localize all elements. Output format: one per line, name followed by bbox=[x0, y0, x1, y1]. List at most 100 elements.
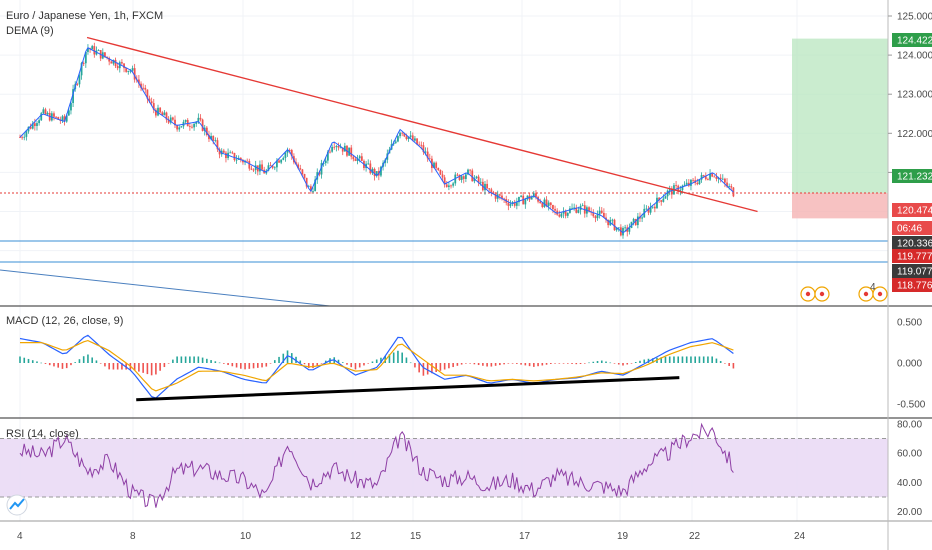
price-tag-bg bbox=[892, 221, 932, 235]
candle-body bbox=[435, 162, 438, 168]
macd-hist-bar bbox=[269, 363, 272, 364]
position-stop-zone[interactable] bbox=[792, 192, 888, 219]
macd-hist-bar bbox=[660, 357, 663, 363]
macd-hist-bar bbox=[439, 363, 442, 371]
candle-body bbox=[575, 207, 578, 213]
candle-body bbox=[97, 50, 100, 51]
macd-hist-bar bbox=[702, 356, 705, 363]
candle-body bbox=[57, 117, 60, 120]
macd-hist-bar bbox=[566, 363, 569, 364]
event-icons[interactable]: 4 bbox=[800, 282, 888, 302]
candle-body bbox=[333, 146, 336, 148]
candle-body bbox=[541, 203, 544, 207]
macd-hist-bar bbox=[78, 359, 81, 363]
macd-hist-bar bbox=[690, 356, 692, 363]
macd-hist-bar bbox=[278, 356, 280, 363]
trendline[interactable] bbox=[86, 36, 758, 213]
candle-body bbox=[452, 183, 455, 186]
price-pane[interactable]: Euro / Japanese Yen, 1h, FXCM DEMA (9) 4 bbox=[0, 10, 888, 307]
candle-body bbox=[437, 167, 440, 171]
candle-body bbox=[494, 193, 497, 199]
macd-hist-bar bbox=[605, 361, 607, 363]
candle-body bbox=[653, 206, 656, 209]
candle-body bbox=[458, 174, 461, 181]
candle-body bbox=[118, 62, 121, 69]
macd-hist-bar bbox=[575, 363, 578, 365]
candle-body bbox=[433, 162, 435, 169]
macd-hist-bar bbox=[715, 358, 718, 363]
macd-hist-bar bbox=[405, 357, 408, 363]
blue-diagonal-line[interactable] bbox=[0, 269, 331, 307]
macd-axis-ticks: 0.500 0.000 -0.500 bbox=[897, 318, 926, 411]
candle-body bbox=[552, 204, 554, 210]
candle-body bbox=[125, 68, 128, 72]
candle-body bbox=[418, 144, 421, 146]
candle-body bbox=[573, 207, 576, 209]
macd-hist-bar bbox=[409, 362, 412, 364]
candle-body bbox=[380, 166, 382, 176]
candle-body bbox=[407, 136, 410, 140]
macd-hist-bar bbox=[380, 357, 382, 363]
candle-body bbox=[520, 195, 522, 197]
candle-body bbox=[267, 165, 270, 171]
candle-body bbox=[394, 141, 397, 143]
rsi-pane[interactable]: RSI (14, close) bbox=[0, 422, 888, 516]
indicator-label: DEMA (9) bbox=[6, 25, 54, 37]
macd-hist-bar bbox=[65, 363, 68, 369]
candle-body bbox=[352, 156, 355, 160]
macd-hist-bar bbox=[465, 363, 467, 364]
candle-body bbox=[702, 175, 705, 177]
macd-divergence-line[interactable] bbox=[136, 376, 680, 402]
candle-body bbox=[647, 208, 650, 213]
event-count: 4 bbox=[870, 282, 876, 293]
macd-pane[interactable]: MACD (12, 26, close, 9) bbox=[6, 315, 735, 402]
macd-hist-bar bbox=[61, 363, 64, 369]
candle-body bbox=[242, 160, 244, 163]
candle-body bbox=[208, 135, 210, 140]
macd-hist-bar bbox=[48, 363, 51, 366]
candle-body bbox=[464, 174, 467, 179]
time-axis-ticks[interactable]: 4 8 10 12 15 17 19 22 24 bbox=[17, 531, 806, 542]
candle-body bbox=[613, 219, 616, 231]
candle-body bbox=[84, 51, 87, 64]
candle-body bbox=[690, 179, 692, 186]
price-tick-label: 122.000 bbox=[897, 129, 932, 140]
macd-hist-bar bbox=[452, 363, 454, 368]
price-tag-label: 119.777 bbox=[897, 252, 932, 263]
candle-body bbox=[518, 196, 520, 203]
candle-body bbox=[441, 174, 444, 178]
tradingview-logo[interactable] bbox=[6, 494, 28, 516]
macd-hist-bar bbox=[520, 363, 522, 365]
macd-hist-bar bbox=[341, 362, 344, 363]
macd-hist-bar bbox=[27, 358, 30, 363]
price-tag-bg bbox=[892, 203, 932, 217]
macd-hist-bar bbox=[87, 354, 89, 363]
macd-hist-bar bbox=[354, 363, 357, 370]
macd-hist-bar bbox=[214, 361, 217, 363]
candle-body bbox=[299, 168, 302, 170]
position-target-zone[interactable] bbox=[792, 38, 888, 193]
candle-body bbox=[239, 157, 242, 161]
candle-body bbox=[509, 203, 512, 206]
macd-hist-bar bbox=[273, 360, 276, 363]
macd-hist-bar bbox=[397, 350, 399, 363]
candle-body bbox=[44, 109, 47, 115]
candle-body bbox=[165, 112, 168, 120]
candle-body bbox=[670, 188, 673, 195]
candle-body bbox=[286, 150, 289, 153]
candle-body bbox=[318, 172, 321, 175]
price-tag-bg bbox=[892, 264, 932, 278]
horizontal-lines[interactable] bbox=[0, 192, 888, 263]
candle-body bbox=[148, 98, 151, 102]
candle-body bbox=[615, 227, 618, 231]
time-tick-label: 8 bbox=[130, 531, 136, 542]
macd-hist-bar bbox=[150, 363, 153, 376]
candle-body bbox=[588, 207, 590, 212]
price-tag-label: 124.422 bbox=[897, 36, 932, 47]
candle-body bbox=[560, 213, 563, 217]
macd-hist-bar bbox=[673, 356, 675, 363]
macd-hist-bar bbox=[244, 363, 246, 370]
candle-body bbox=[335, 146, 338, 147]
